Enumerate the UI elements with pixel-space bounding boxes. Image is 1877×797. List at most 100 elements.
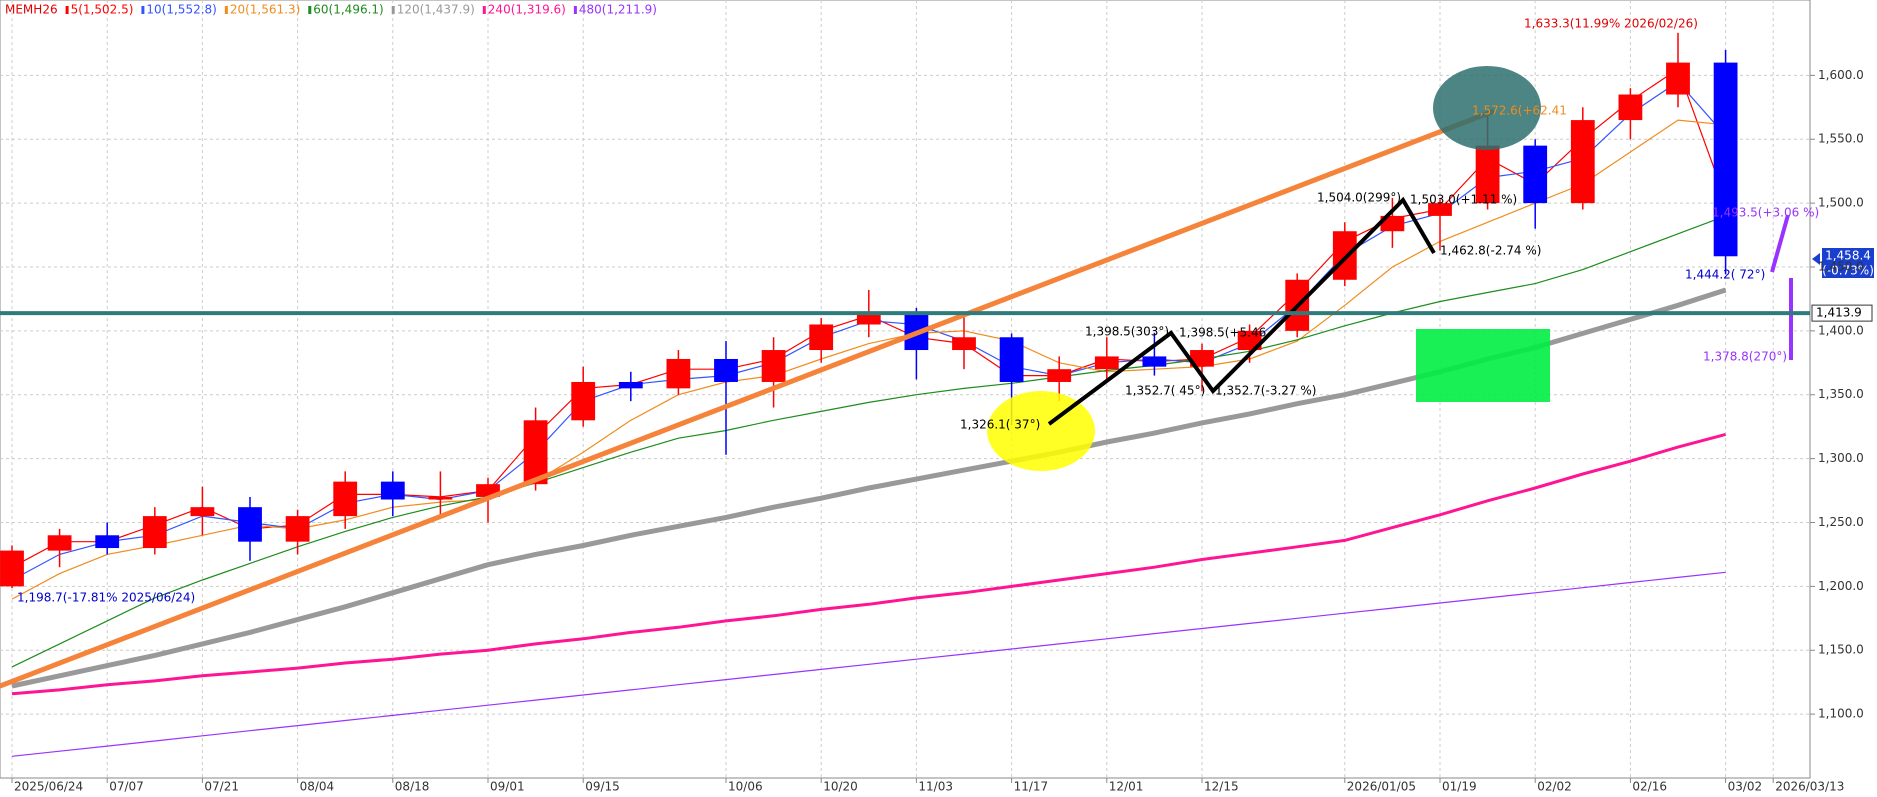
annotation: 1,378.8(270°) [1703, 350, 1787, 364]
x-tick-label: 2025/06/24 [14, 780, 83, 794]
annotation: 1,352.7( 45°) [1125, 384, 1205, 398]
legend-label: 120(1,437.9) [397, 3, 475, 17]
legend-swatch [65, 6, 69, 14]
y-tick-label: 1,300.0 [1818, 451, 1864, 465]
y-tick-label: 1,200.0 [1818, 579, 1864, 593]
y-tick-label: 1,600.0 [1818, 68, 1864, 82]
candle-body [523, 420, 548, 485]
legend: MEMH26 5(1,502.5) 10(1,552.8) 20(1,561.3) 6… [5, 3, 657, 17]
y-tick-label: 1,450.0 [1818, 259, 1864, 273]
x-tick-label: 10/06 [728, 780, 763, 794]
x-tick-label: 01/19 [1442, 780, 1477, 794]
candle-body [1618, 94, 1643, 121]
candle-body [238, 507, 262, 542]
candle-body [142, 516, 167, 549]
annotation: 1,326.1( 37°) [960, 418, 1040, 432]
candle-body [1475, 145, 1500, 204]
legend-label: 60(1,496.1) [313, 3, 383, 17]
level-tag [1811, 304, 1873, 322]
candle-body [714, 358, 738, 382]
candle-body [47, 535, 72, 551]
legend-swatch [308, 6, 312, 14]
legend-swatch [482, 6, 486, 14]
legend-swatch [141, 6, 145, 14]
x-tick-label: 11/17 [1014, 780, 1049, 794]
legend-label: 10(1,552.8) [146, 3, 216, 17]
x-tick-label: 12/15 [1204, 780, 1239, 794]
annotation: 1,493.5(+3.06 %) [1712, 206, 1819, 220]
annotation: 1,504.0(299°) [1317, 191, 1401, 205]
y-tick-label: 1,400.0 [1818, 323, 1864, 337]
x-tick-label: 03/02 [1728, 780, 1763, 794]
candle-body [1047, 369, 1072, 382]
y-tick-label: 1,150.0 [1818, 643, 1864, 657]
x-tick-label: 2026/03/13 [1775, 780, 1844, 794]
candle-body [1570, 120, 1595, 204]
annotation: 1,462.8(-2.74 %) [1440, 244, 1541, 258]
annotation: 1,198.7(-17.81% 2025/06/24) [17, 591, 195, 605]
candle-body [1428, 203, 1452, 216]
price-tag-change: (-0.73%) [1822, 264, 1874, 278]
candle-body [1332, 231, 1357, 280]
legend-label: 5(1,502.5) [71, 3, 134, 17]
legend-label: 240(1,319.6) [488, 3, 566, 17]
ma-line [11, 571, 1726, 757]
annotations: 1,633.3(11.99% 2026/02/26) 1,572.6(+62.4… [17, 17, 1819, 605]
arrow [1770, 214, 1790, 273]
candle-body [1237, 330, 1262, 351]
x-tick-label: 2026/01/05 [1347, 780, 1416, 794]
x-tick-label: 09/01 [490, 780, 525, 794]
y-tick-label: 1,100.0 [1818, 707, 1864, 721]
x-tick-label: 12/01 [1109, 780, 1144, 794]
legend-swatch [224, 6, 228, 14]
ma-line [11, 432, 1726, 696]
y-tick-label: 1,350.0 [1818, 387, 1864, 401]
candle-body [1666, 62, 1690, 95]
annotation: 1,444.2( 72°) [1685, 268, 1765, 282]
x-tick-label: 02/16 [1632, 780, 1667, 794]
candle-body [428, 496, 453, 500]
candle-body [1713, 62, 1738, 257]
chart-title: MEMH26 [5, 3, 58, 17]
candle-body [0, 550, 24, 587]
candles [0, 32, 1738, 589]
legend-swatch [573, 6, 577, 14]
trend-line [0, 108, 1495, 689]
candle-body [666, 358, 691, 389]
annotation: 1,398.5(+5.46 [1179, 326, 1266, 340]
x-tick-label: 07/07 [109, 780, 144, 794]
x-tick-label: 11/03 [918, 780, 953, 794]
candle-body [285, 516, 310, 542]
legend-label: 20(1,561.3) [230, 3, 300, 17]
annotation: 1,398.5(303°) [1085, 325, 1169, 339]
x-tick-label: 09/15 [585, 780, 620, 794]
level-label: 1,413.9 [1816, 306, 1862, 320]
candle-body [809, 324, 834, 351]
candle-body [1523, 145, 1548, 204]
candle-body [95, 535, 120, 549]
price-tag-value: 1,458.4 [1825, 249, 1871, 263]
candle-body [380, 481, 405, 500]
candle-body [190, 507, 215, 517]
x-tick-label: 02/02 [1537, 780, 1572, 794]
highlight-ellipse [1433, 66, 1541, 150]
candle-body [1142, 356, 1167, 367]
candle-body [1190, 350, 1214, 367]
horizontal-line: 1,413.9 [0, 304, 1873, 322]
highlight-box [1416, 329, 1550, 402]
price-marker [1812, 253, 1820, 265]
candle-body [1094, 356, 1119, 370]
x-tick-label: 10/20 [823, 780, 858, 794]
candle-body [952, 337, 976, 351]
candle-body [1380, 215, 1405, 232]
x-tick-label: 08/04 [300, 780, 335, 794]
legend-swatch [391, 6, 395, 14]
candle-body [999, 337, 1024, 382]
legend-label: 480(1,211.9) [579, 3, 657, 17]
candle-body [571, 381, 596, 421]
annotation: 1,572.6(+62.41 [1472, 104, 1567, 118]
candle-body [761, 350, 786, 382]
x-tick-label: 07/21 [204, 780, 239, 794]
candle-body [333, 481, 358, 517]
